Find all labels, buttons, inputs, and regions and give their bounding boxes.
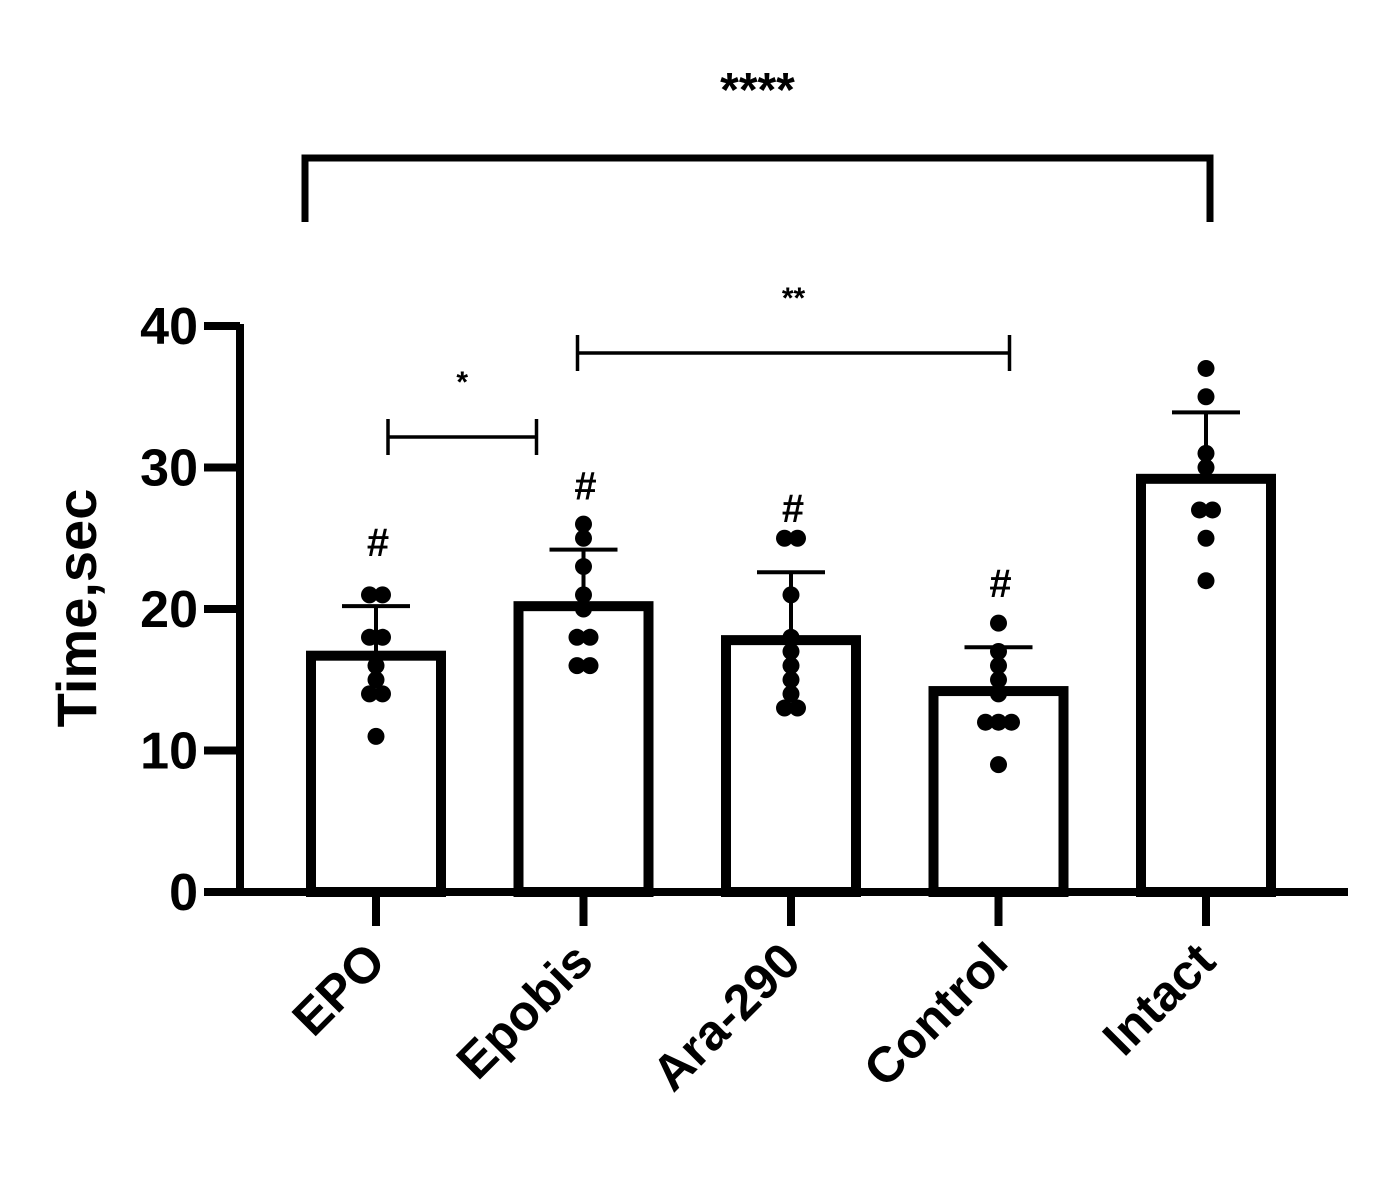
data-point	[990, 685, 1007, 703]
data-point	[575, 600, 592, 618]
data-point	[990, 657, 1007, 675]
data-point	[374, 628, 391, 646]
data-point	[575, 558, 592, 576]
data-point	[1204, 501, 1221, 519]
data-point	[1197, 529, 1215, 547]
data-point	[1197, 444, 1215, 462]
data-point	[361, 628, 378, 646]
x-tick-label: Epobis	[446, 932, 603, 1089]
data-point	[581, 628, 599, 646]
data-point	[374, 685, 391, 703]
y-tick-label: 20	[140, 581, 198, 639]
data-point	[1003, 713, 1020, 731]
y-tick-label: 0	[169, 864, 198, 922]
group-marker: #	[574, 465, 596, 509]
data-point	[575, 586, 592, 604]
data-point	[776, 529, 793, 547]
data-point	[990, 671, 1007, 689]
data-point	[789, 529, 806, 547]
data-point	[990, 614, 1007, 632]
data-point	[1197, 388, 1215, 406]
y-axis-title: Time,sec	[45, 489, 108, 728]
data-point	[1191, 501, 1208, 519]
data-point	[990, 756, 1007, 774]
data-point	[374, 586, 391, 604]
data-point	[782, 586, 800, 604]
data-point	[1197, 359, 1215, 377]
data-point	[782, 628, 800, 646]
data-point	[776, 699, 793, 717]
comparison-brackets: *******	[301, 64, 1214, 455]
data-point	[782, 642, 800, 660]
data-point	[367, 727, 385, 745]
group-markers: # # # #	[367, 465, 1012, 607]
significance-label: ****	[720, 64, 795, 117]
data-point	[1197, 572, 1215, 590]
data-point	[568, 628, 586, 646]
x-tick-label: Control	[853, 932, 1018, 1097]
y-tick-label: 10	[140, 723, 198, 781]
data-point	[1197, 459, 1215, 476]
data-point	[789, 699, 806, 717]
bar-epobis	[513, 601, 654, 897]
data-points	[361, 359, 1221, 774]
data-point	[367, 671, 385, 689]
x-ticks: EPO Epobis Ara-290 Control Intact	[282, 892, 1226, 1101]
data-point	[575, 529, 592, 547]
data-point	[581, 657, 599, 675]
data-point	[782, 671, 800, 689]
x-tick-label: Ara-290	[641, 932, 810, 1101]
data-point	[575, 515, 592, 533]
group-marker: #	[367, 521, 389, 565]
y-ticks: 0 10 20 30 40	[140, 298, 240, 922]
data-point	[782, 657, 800, 675]
significance-label: *	[456, 366, 468, 399]
data-point	[361, 586, 378, 604]
x-tick-label: EPO	[282, 932, 396, 1046]
x-tick-label: Intact	[1092, 932, 1226, 1066]
y-tick-label: 30	[140, 440, 198, 498]
data-point	[782, 685, 800, 703]
group-marker: #	[782, 487, 804, 531]
bar-intact	[1136, 473, 1276, 897]
data-point	[361, 685, 378, 703]
significance-label: **	[782, 282, 806, 315]
data-point	[367, 657, 385, 675]
y-tick-label: 40	[140, 298, 198, 356]
group-marker: #	[989, 562, 1011, 606]
comparison-bracket	[301, 154, 1214, 222]
data-point	[977, 713, 994, 731]
data-point	[990, 713, 1007, 731]
data-point	[568, 657, 586, 675]
data-point	[990, 642, 1007, 660]
